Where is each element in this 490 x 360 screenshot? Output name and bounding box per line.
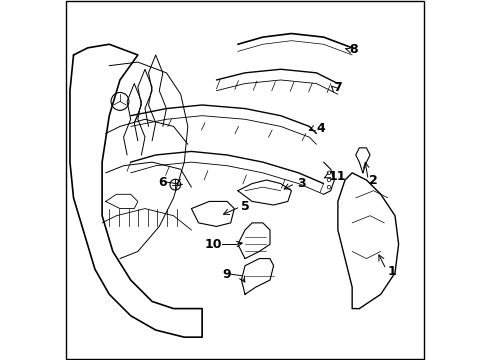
Circle shape: [327, 171, 331, 175]
Text: 6: 6: [158, 176, 167, 189]
Text: 7: 7: [334, 81, 343, 94]
Text: 8: 8: [350, 43, 358, 56]
Text: 1: 1: [388, 265, 396, 278]
Text: 4: 4: [317, 122, 325, 135]
Text: 10: 10: [204, 238, 222, 251]
Text: 11: 11: [328, 170, 346, 183]
Text: 9: 9: [223, 268, 231, 281]
Circle shape: [170, 179, 181, 190]
Text: 3: 3: [297, 177, 305, 190]
Text: 5: 5: [242, 200, 250, 213]
Text: 2: 2: [369, 174, 378, 187]
Circle shape: [111, 93, 129, 111]
Circle shape: [327, 178, 331, 182]
Circle shape: [327, 185, 331, 189]
